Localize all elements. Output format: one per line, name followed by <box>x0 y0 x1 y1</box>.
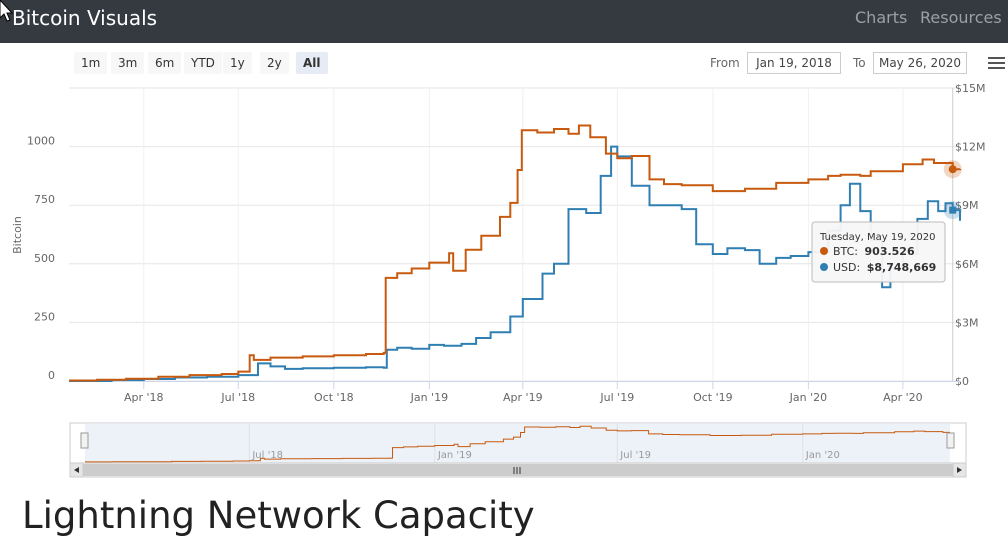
x-tick-label: Oct '19 <box>693 391 733 404</box>
tooltip-usd-label: USD: <box>833 261 860 274</box>
usd-marker <box>949 206 957 214</box>
navbar: Bitcoin Visuals Charts Resources <box>0 0 1008 43</box>
mouse-cursor-icon <box>0 0 14 22</box>
range-all-button[interactable]: All <box>296 52 328 74</box>
range-2y-button[interactable]: 2y <box>260 52 289 74</box>
navigator-left-handle[interactable] <box>80 432 89 449</box>
x-tick-label: Oct '18 <box>314 391 354 404</box>
range-1m-button[interactable]: 1m <box>74 52 108 74</box>
y-right-tick-label: $6M <box>955 258 979 271</box>
navigator-ticks: Jul '18 Jan '19 Jul '19 Jan '20 <box>248 423 840 463</box>
navigator-tick-label: Jan '19 <box>437 450 472 461</box>
to-label: To <box>853 56 866 70</box>
chart-menu-icon[interactable] <box>988 57 1005 72</box>
hover-markers <box>943 160 962 220</box>
to-date-input[interactable]: May 26, 2020 <box>873 52 967 74</box>
capacity-chart: 0 250 500 750 1000 $0 $3M $6M $9M $12M $15M Apr '… <box>11 82 986 478</box>
y-right-tick-label: $3M <box>955 316 979 329</box>
navigator-right-handle[interactable] <box>946 432 955 449</box>
y-left-tick-label: 0 <box>48 369 55 382</box>
tooltip-date: Tuesday, May 19, 2020 <box>819 232 935 243</box>
btc-marker <box>948 165 957 174</box>
tooltip: Tuesday, May 19, 2020 BTC: 903.526 USD: … <box>811 221 946 283</box>
range-6m-button[interactable]: 6m <box>148 52 182 74</box>
brand-title[interactable]: Bitcoin Visuals <box>12 6 158 30</box>
tooltip-btc-label: BTC: <box>833 245 858 258</box>
y-axis-title: Bitcoin <box>11 216 24 254</box>
tooltip-usd-value: $8,748,669 <box>867 261 937 274</box>
tooltip-usd-dot <box>820 263 828 271</box>
section-title: Lightning Network Capacity <box>22 494 535 537</box>
x-axis: Apr '18 Jul '18 Oct '18 Jan '19 Apr '19 Jul '… <box>69 381 960 404</box>
nav-resources[interactable]: Resources <box>920 8 1002 27</box>
svg-text:USD: $8,748,669: USD: $8,748,669 <box>833 261 936 274</box>
scrollbar-thumb[interactable] <box>83 464 953 476</box>
y-right-tick-label: $9M <box>955 199 979 212</box>
x-tick-label: Apr '20 <box>883 391 923 404</box>
navigator-tick-label: Jul '18 <box>251 450 283 461</box>
series-btc-line[interactable] <box>69 124 961 382</box>
nav-charts[interactable]: Charts <box>855 8 908 27</box>
svg-text:BTC: 903.526: BTC: 903.526 <box>833 245 915 258</box>
navigator-scrollbar[interactable] <box>69 462 967 478</box>
x-tick-label: Jan '19 <box>410 391 448 404</box>
from-date-input[interactable]: Jan 19, 2018 <box>747 52 841 74</box>
y-left-tick-label: 1000 <box>27 135 55 148</box>
x-tick-label: Apr '19 <box>503 391 543 404</box>
y-right-tick-label: $0 <box>955 375 969 388</box>
tooltip-btc-dot <box>820 247 828 255</box>
from-label: From <box>710 56 740 70</box>
x-tick-label: Jan '20 <box>789 391 827 404</box>
navigator-series-line <box>85 425 950 463</box>
y-left-tick-label: 250 <box>34 310 55 323</box>
y-right-tick-label: $15M <box>955 82 986 95</box>
range-ytd-button[interactable]: YTD <box>184 52 222 74</box>
range-3m-button[interactable]: 3m <box>111 52 145 74</box>
y-right-tick-label: $12M <box>955 141 986 154</box>
range-1y-button[interactable]: 1y <box>223 52 252 74</box>
x-tick-label: Jul '18 <box>220 391 255 404</box>
y-right-axis: $0 $3M $6M $9M $12M $15M <box>955 82 986 388</box>
navigator-tick-label: Jul '19 <box>619 450 651 461</box>
y-left-tick-label: 750 <box>34 193 55 206</box>
y-left-tick-label: 500 <box>34 252 55 265</box>
navigator-selection[interactable] <box>85 423 950 463</box>
y-left-axis: 0 250 500 750 1000 <box>27 135 55 382</box>
navigator-tick-label: Jan '20 <box>805 450 840 461</box>
navigator[interactable]: Jul '18 Jan '19 Jul '19 Jan '20 <box>69 422 967 464</box>
tooltip-btc-value: 903.526 <box>865 245 915 258</box>
x-tick-label: Apr '18 <box>124 391 164 404</box>
x-tick-label: Jul '19 <box>599 391 634 404</box>
